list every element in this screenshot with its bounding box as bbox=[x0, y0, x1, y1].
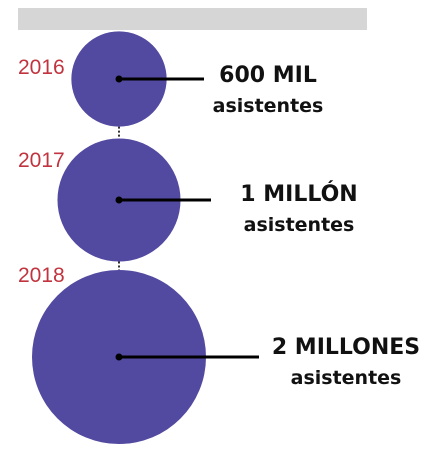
unit-label-2018: asistentes bbox=[291, 367, 402, 389]
value-label-2016: 600 MIL bbox=[219, 63, 317, 88]
center-dot-2017 bbox=[115, 196, 123, 204]
year-label-2017: 2017 bbox=[18, 149, 65, 172]
value-label-2018: 2 MILLONES bbox=[272, 335, 420, 360]
year-label-2016: 2016 bbox=[18, 56, 65, 79]
center-dot-2016 bbox=[115, 75, 123, 83]
unit-label-2017: asistentes bbox=[244, 214, 355, 236]
year-label-2018: 2018 bbox=[18, 264, 65, 287]
unit-label-2016: asistentes bbox=[213, 95, 324, 117]
header-bar bbox=[18, 8, 367, 30]
center-dot-2018 bbox=[115, 353, 123, 361]
value-label-2017: 1 MILLÓN bbox=[240, 181, 357, 207]
